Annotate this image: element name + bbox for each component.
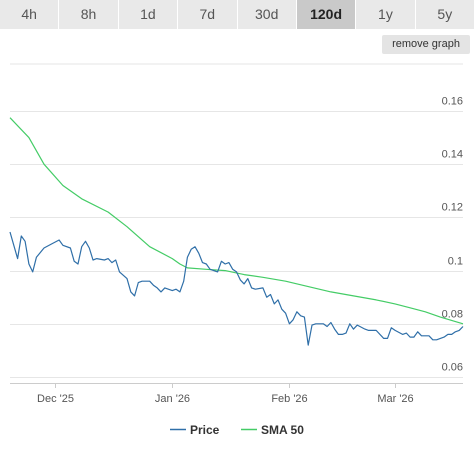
legend-label: SMA 50 <box>261 423 304 437</box>
range-button-120d[interactable]: 120d <box>296 0 357 29</box>
y-tick-label: 0.06 <box>442 362 463 374</box>
remove-graph-button[interactable]: remove graph <box>382 35 470 54</box>
x-tick-label: Mar '26 <box>377 393 413 405</box>
range-button-7d[interactable]: 7d <box>178 0 238 29</box>
range-button-1d[interactable]: 1d <box>118 0 179 29</box>
y-tick-label: 0.14 <box>442 149 463 161</box>
series-line-sma-50 <box>9 117 464 325</box>
y-tick-label: 0.1 <box>448 256 463 268</box>
legend: Price SMA 50 <box>170 423 304 437</box>
time-range-selector: 4h 8h 1d 7d 30d 120d 1y 5y <box>0 0 474 29</box>
x-tick-label: Feb '26 <box>271 393 307 405</box>
range-button-5y[interactable]: 5y <box>415 0 474 29</box>
range-button-30d[interactable]: 30d <box>237 0 297 29</box>
y-tick-label: 0.16 <box>442 96 463 108</box>
range-button-1y[interactable]: 1y <box>356 0 416 29</box>
x-axis-ticks: Dec '25 Jan '26 Feb '26 Mar '26 <box>37 383 414 405</box>
series-lines <box>9 117 464 346</box>
gridlines <box>10 63 463 384</box>
y-tick-label: 0.08 <box>442 309 463 321</box>
y-tick-label: 0.12 <box>442 202 463 214</box>
legend-label: Price <box>190 423 220 437</box>
y-axis-ticks: 0.06 0.08 0.1 0.12 0.14 0.16 <box>442 96 463 374</box>
x-tick-label: Jan '26 <box>155 393 190 405</box>
range-button-8h[interactable]: 8h <box>59 0 119 29</box>
x-tick-label: Dec '25 <box>37 393 74 405</box>
series-line-price <box>9 231 464 346</box>
range-button-4h[interactable]: 4h <box>0 0 60 29</box>
